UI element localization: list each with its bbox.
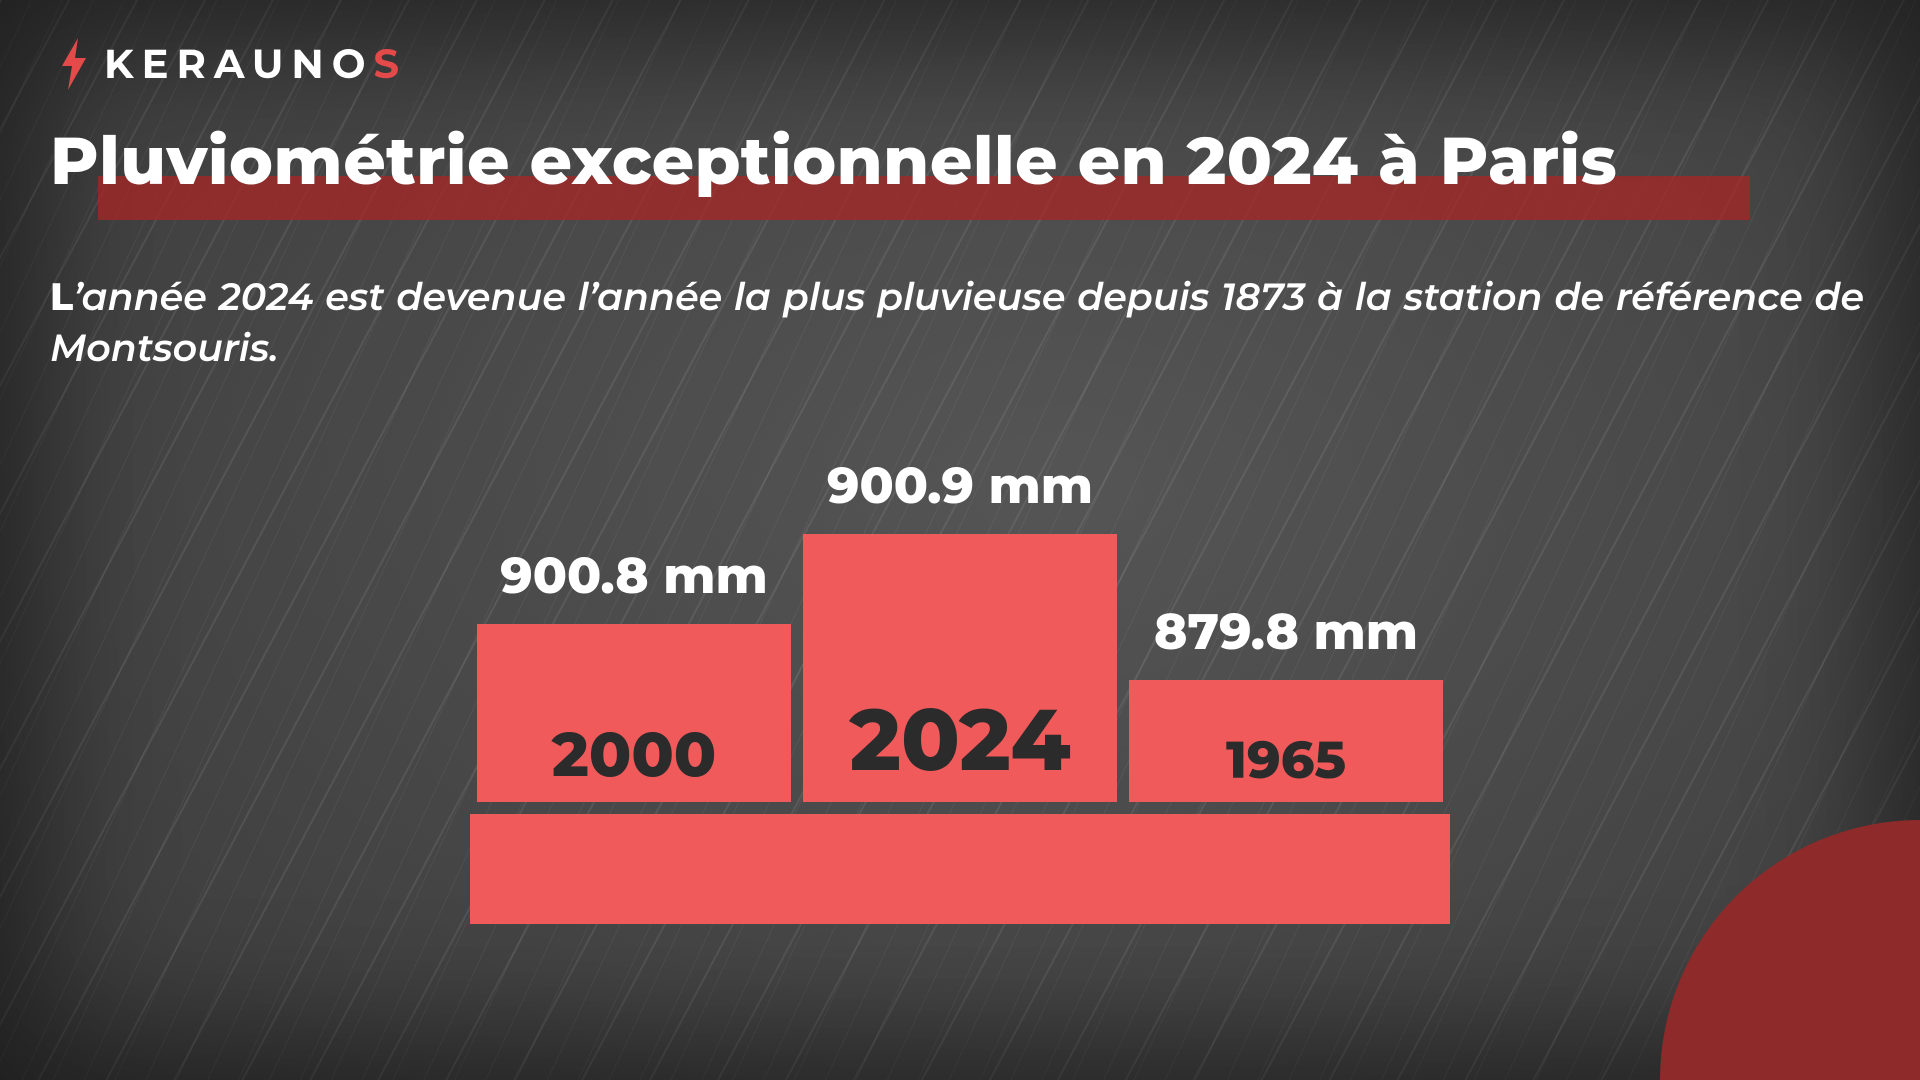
podium-block: 1965 xyxy=(1129,680,1443,802)
brand-name-accent: S xyxy=(373,40,407,89)
subtitle-lead: L xyxy=(50,273,73,320)
subtitle-text: L’année 2024 est devenue l’année la plus… xyxy=(50,271,1870,374)
year-label: 1965 xyxy=(1226,729,1346,792)
podium-step-3rd: 879.8 mm 1965 xyxy=(1129,601,1443,802)
value-label: 879.8 mm xyxy=(1154,601,1418,662)
value-label: 900.8 mm xyxy=(500,545,767,606)
podium-step-2nd: 900.8 mm 2000 xyxy=(477,545,791,802)
infographic-container: KERAUNOS Pluviométrie exceptionnelle en … xyxy=(0,0,1920,1080)
podium-chart: 900.8 mm 2000 900.9 mm 2024 879.8 mm 196… xyxy=(50,444,1870,964)
brand-wordmark: KERAUNOS xyxy=(104,40,407,89)
year-label: 2000 xyxy=(552,716,717,792)
title-block: Pluviométrie exceptionnelle en 2024 à Pa… xyxy=(50,120,1870,201)
podium-base xyxy=(470,814,1450,924)
subtitle-body: ’année 2024 est devenue l’année la plus … xyxy=(50,273,1864,371)
year-label: 2024 xyxy=(849,687,1070,792)
lightning-bolt-icon xyxy=(50,36,98,92)
page-title: Pluviométrie exceptionnelle en 2024 à Pa… xyxy=(50,120,1870,201)
podium-step-1st: 900.9 mm 2024 xyxy=(803,455,1117,802)
podium-block: 2000 xyxy=(477,624,791,802)
podium-block: 2024 xyxy=(803,534,1117,802)
brand-logo: KERAUNOS xyxy=(50,36,1870,92)
brand-name-main: KERAUNO xyxy=(104,40,373,89)
value-label: 900.9 mm xyxy=(827,455,1093,516)
podium: 900.8 mm 2000 900.9 mm 2024 879.8 mm 196… xyxy=(470,455,1450,924)
podium-steps-row: 900.8 mm 2000 900.9 mm 2024 879.8 mm 196… xyxy=(477,455,1443,802)
